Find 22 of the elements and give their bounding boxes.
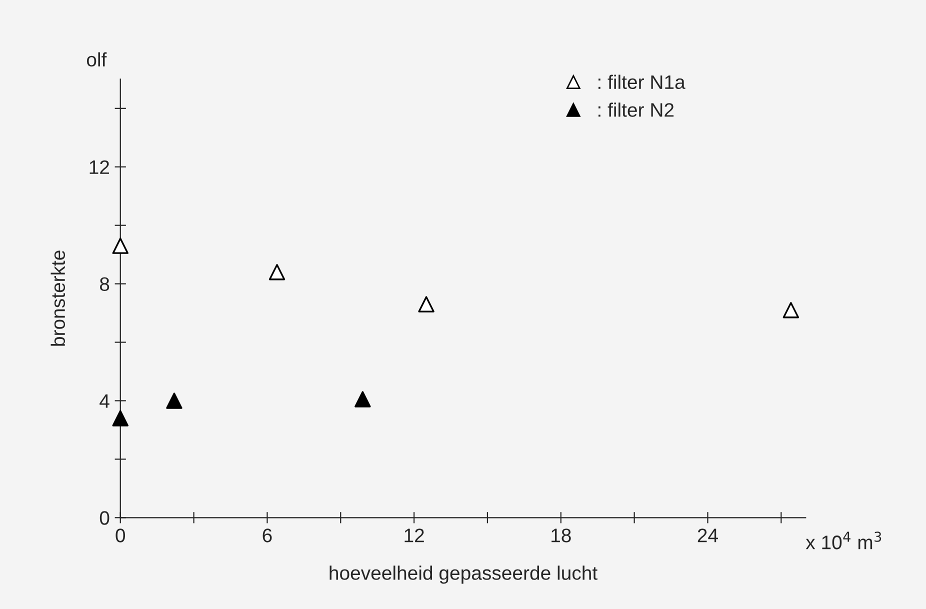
point <box>112 238 128 254</box>
x-tick-label: 6 <box>262 528 272 542</box>
text: olf <box>86 52 107 67</box>
x-tick-label: 18 <box>552 528 571 542</box>
point <box>112 410 128 426</box>
x-axis-title: hoeveelheid gepasseerde lucht <box>330 566 598 584</box>
legend-label: : filter N1a <box>598 74 686 90</box>
x-tick-label: 0 <box>116 528 126 542</box>
y-tick-label: 8 <box>100 277 110 292</box>
y-tick-label: 4 <box>100 394 110 408</box>
y-tick-label: 12 <box>90 160 109 174</box>
point <box>166 392 182 409</box>
legend-label: : filter N2 <box>598 102 674 117</box>
point <box>782 302 800 318</box>
x-tick-label: 24 <box>698 528 718 542</box>
text: x 10$^{4}$ m$^{3}$ <box>806 532 882 550</box>
point <box>418 296 434 312</box>
y-axis-title: bronsterkte <box>50 250 66 346</box>
point <box>268 264 286 280</box>
x-tick-label: 12 <box>404 528 424 542</box>
point <box>354 391 371 408</box>
y-tick-label: 0 <box>100 511 110 525</box>
